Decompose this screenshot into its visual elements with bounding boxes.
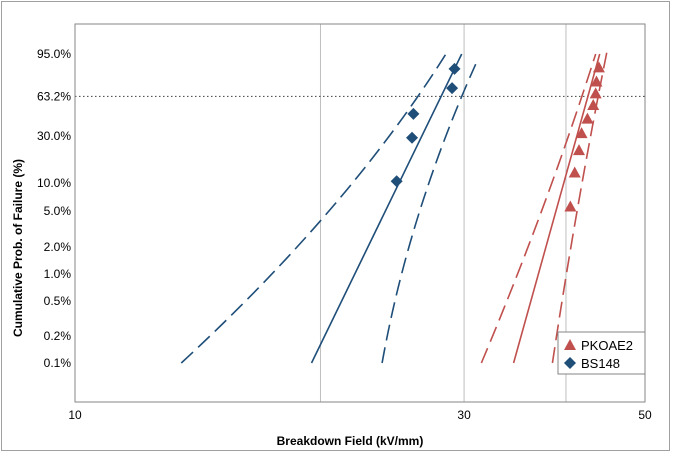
y-tick-label: 0.1% — [44, 356, 72, 370]
bs148-point — [390, 175, 403, 188]
weibull-chart: 10 30 50 95.0% 63.2% 30.0% 10.0% 5.0% 2.0% 1.0% 0.… — [11, 23, 652, 448]
pkoae2-point — [592, 61, 605, 73]
y-tick-label: 30.0% — [37, 129, 71, 143]
bs148-ci-upper — [381, 63, 477, 364]
y-axis-title: Cumulative Prob. of Failure (%) — [11, 159, 25, 337]
y-tick-label: 5.0% — [44, 204, 72, 218]
pkoae2-point — [568, 166, 581, 178]
y-tick-label: 0.5% — [44, 294, 72, 308]
pkoae2-ci-upper — [551, 47, 609, 364]
x-tick-label: 10 — [68, 408, 82, 422]
x-tick-label: 50 — [638, 408, 652, 422]
legend-label-pkoae2: PKOAE2 — [581, 338, 633, 353]
y-tick-label: 63.2% — [37, 89, 71, 103]
pkoae2-fit-line — [512, 53, 601, 364]
bs148-point — [446, 82, 459, 95]
plot-border — [74, 23, 646, 403]
pkoae2-point — [575, 127, 588, 139]
bs148-point — [406, 131, 419, 144]
bs148-ci-lower — [180, 53, 447, 364]
y-tick-label: 1.0% — [44, 267, 72, 281]
fit-lines — [180, 47, 609, 364]
pkoae2-point — [587, 99, 600, 111]
pkoae2-point — [581, 112, 594, 124]
y-tick-label: 95.0% — [37, 47, 71, 61]
legend-label-bs148: BS148 — [581, 356, 620, 371]
x-axis-title: Breakdown Field (kV/mm) — [277, 434, 424, 448]
pkoae2-point — [573, 144, 586, 156]
pkoae2-point — [589, 87, 602, 99]
plot-area — [74, 23, 646, 403]
legend-marker-bs148 — [564, 357, 576, 369]
y-tick-label: 0.2% — [44, 329, 72, 343]
x-tick-label: 30 — [457, 408, 471, 422]
data-points — [390, 61, 605, 212]
y-tick-label: 10.0% — [37, 176, 71, 190]
bs148-fit-line — [310, 53, 463, 364]
legend-box — [557, 331, 646, 375]
bs148-point — [448, 62, 461, 75]
pkoae2-ci-lower — [480, 53, 597, 364]
pkoae2-point — [564, 200, 577, 212]
bs148-point — [407, 107, 420, 120]
legend-marker-pkoae2 — [564, 339, 576, 350]
chart-frame: 10 30 50 95.0% 63.2% 30.0% 10.0% 5.0% 2.0% 1.0% 0.… — [1, 1, 670, 451]
pkoae2-point — [590, 75, 603, 87]
tick-labels: 10 30 50 95.0% 63.2% 30.0% 10.0% 5.0% 2.0% 1.0% 0.… — [37, 47, 652, 422]
legend: PKOAE2 BS148 — [557, 331, 646, 375]
y-tick-label: 2.0% — [44, 240, 72, 254]
grid-lines — [319, 24, 567, 402]
